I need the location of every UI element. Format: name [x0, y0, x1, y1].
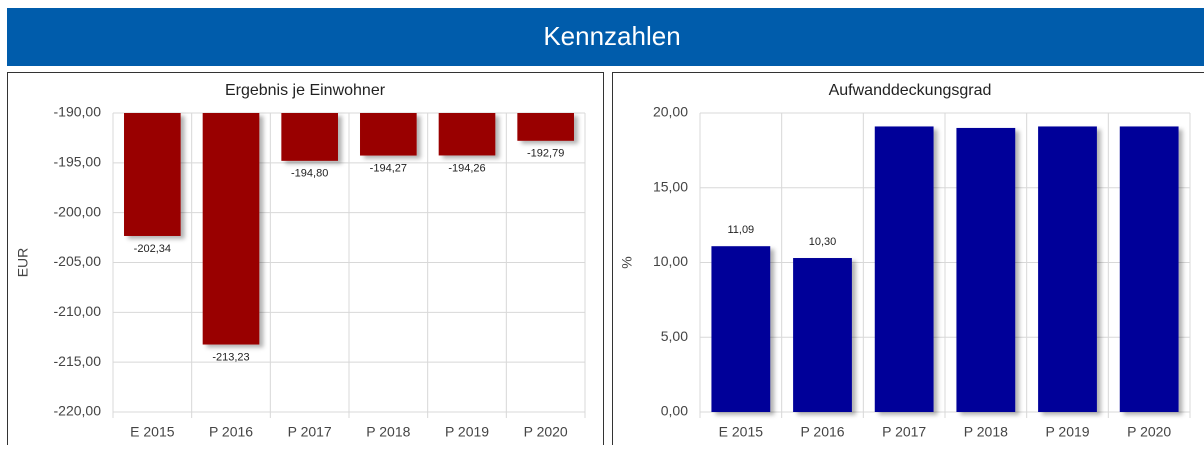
value-label: -202,34 — [134, 243, 171, 255]
bar — [1038, 126, 1097, 412]
y-tick-label: 15,00 — [653, 178, 688, 194]
value-label: -192,79 — [527, 148, 564, 160]
y-tick-label: 20,00 — [653, 104, 688, 120]
y-tick-label: -200,00 — [54, 203, 102, 219]
x-tick-label: P 2018 — [964, 424, 1008, 440]
bar — [517, 113, 574, 141]
bar — [360, 113, 417, 156]
x-tick-label: E 2015 — [130, 424, 175, 440]
bar — [793, 258, 852, 412]
x-tick-label: P 2018 — [366, 424, 410, 440]
x-tick-label: P 2017 — [882, 424, 926, 440]
bar — [203, 113, 260, 345]
bar — [281, 113, 338, 161]
y-tick-label: -195,00 — [54, 154, 102, 170]
chart-title: Ergebnis je Einwohner — [225, 82, 386, 99]
value-label: -194,27 — [370, 162, 407, 174]
bar — [124, 113, 181, 236]
bar — [956, 128, 1015, 412]
x-tick-label: P 2019 — [445, 424, 489, 440]
value-label: -213,23 — [212, 351, 249, 363]
bar — [439, 113, 496, 155]
y-axis-title: EUR — [15, 248, 31, 278]
y-tick-label: -190,00 — [54, 104, 102, 120]
bar — [1120, 126, 1179, 412]
y-tick-label: 0,00 — [661, 403, 688, 419]
value-label: -194,26 — [448, 162, 485, 174]
chart-title: Aufwanddeckungsgrad — [829, 82, 992, 99]
value-label: -194,80 — [291, 168, 328, 180]
x-tick-label: P 2020 — [1127, 424, 1171, 440]
bar — [875, 126, 934, 412]
x-tick-label: E 2015 — [719, 424, 764, 440]
x-tick-label: P 2016 — [800, 424, 844, 440]
y-tick-label: -220,00 — [54, 403, 102, 419]
x-tick-label: P 2016 — [209, 424, 253, 440]
y-axis-title: % — [619, 256, 635, 268]
value-label: 11,09 — [727, 224, 754, 236]
x-tick-label: P 2020 — [524, 424, 568, 440]
x-tick-label: P 2019 — [1045, 424, 1089, 440]
y-tick-label: 5,00 — [661, 328, 688, 344]
header-title: Kennzahlen — [543, 21, 680, 51]
y-tick-label: -215,00 — [54, 353, 102, 369]
y-tick-label: -205,00 — [54, 253, 102, 269]
y-tick-label: 10,00 — [653, 253, 688, 269]
x-tick-label: P 2017 — [288, 424, 332, 440]
bar — [711, 246, 770, 412]
y-tick-label: -210,00 — [54, 303, 102, 319]
value-label: 10,30 — [809, 236, 837, 248]
